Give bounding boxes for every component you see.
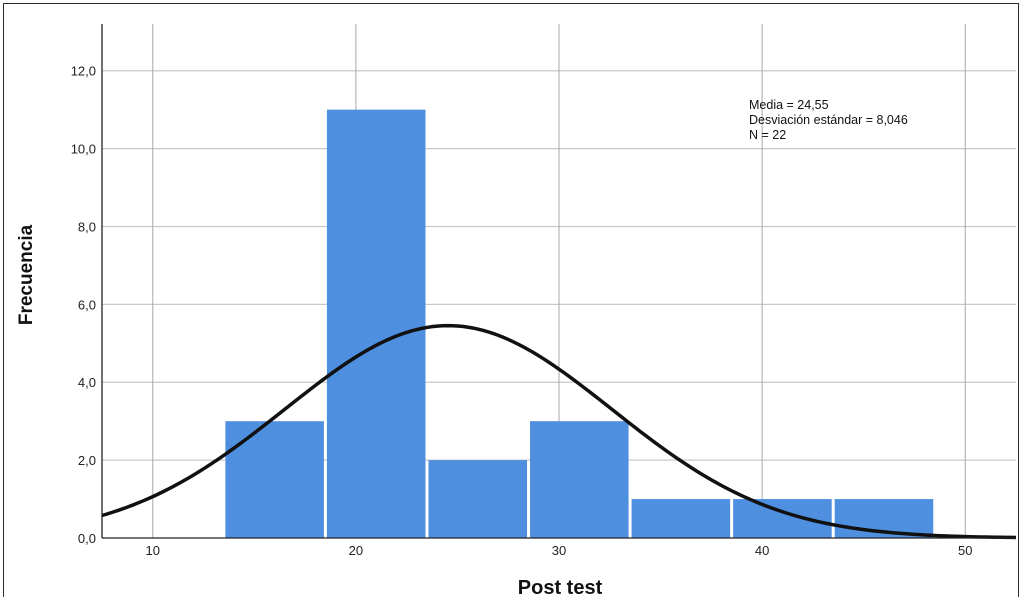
x-tick-label: 20 — [349, 543, 363, 558]
histogram-bar — [530, 421, 629, 538]
y-tick-label: 10,0 — [71, 142, 96, 157]
chart-frame — [3, 3, 1019, 597]
normal-curve — [101, 323, 1017, 540]
x-tick-label: 50 — [958, 543, 972, 558]
histogram-bar — [326, 109, 426, 539]
y-tick-label: 12,0 — [71, 64, 96, 79]
stats-annotation: Media = 24,55 Desviación estándar = 8,04… — [749, 98, 908, 142]
y-tick-label: 2,0 — [78, 453, 96, 468]
histogram-bars — [225, 109, 934, 539]
y-tick-label: 6,0 — [78, 297, 96, 312]
histogram-bar — [225, 421, 324, 538]
histogram-bar — [733, 499, 832, 538]
x-axis-title: Post test — [518, 577, 603, 599]
y-tick-label: 4,0 — [78, 375, 96, 390]
tick-labels: 0,0 2,0 4,0 6,0 8,0 10,0 12,0 10 20 30 40 50 — [71, 64, 973, 558]
y-tick-label: 8,0 — [78, 219, 96, 234]
axes — [101, 24, 1016, 539]
x-tick-label: 10 — [146, 543, 160, 558]
stats-n: N = 22 — [749, 128, 786, 142]
histogram-bar — [631, 499, 731, 538]
stats-mean: Media = 24,55 — [749, 98, 829, 112]
y-axis-title: Frecuencia — [16, 224, 37, 325]
stats-std-dev: Desviación estándar = 8,046 — [749, 113, 908, 127]
y-tick-label: 0,0 — [78, 531, 96, 546]
x-tick-label: 30 — [552, 543, 566, 558]
x-tick-label: 40 — [755, 543, 769, 558]
histogram-bar — [428, 460, 528, 538]
